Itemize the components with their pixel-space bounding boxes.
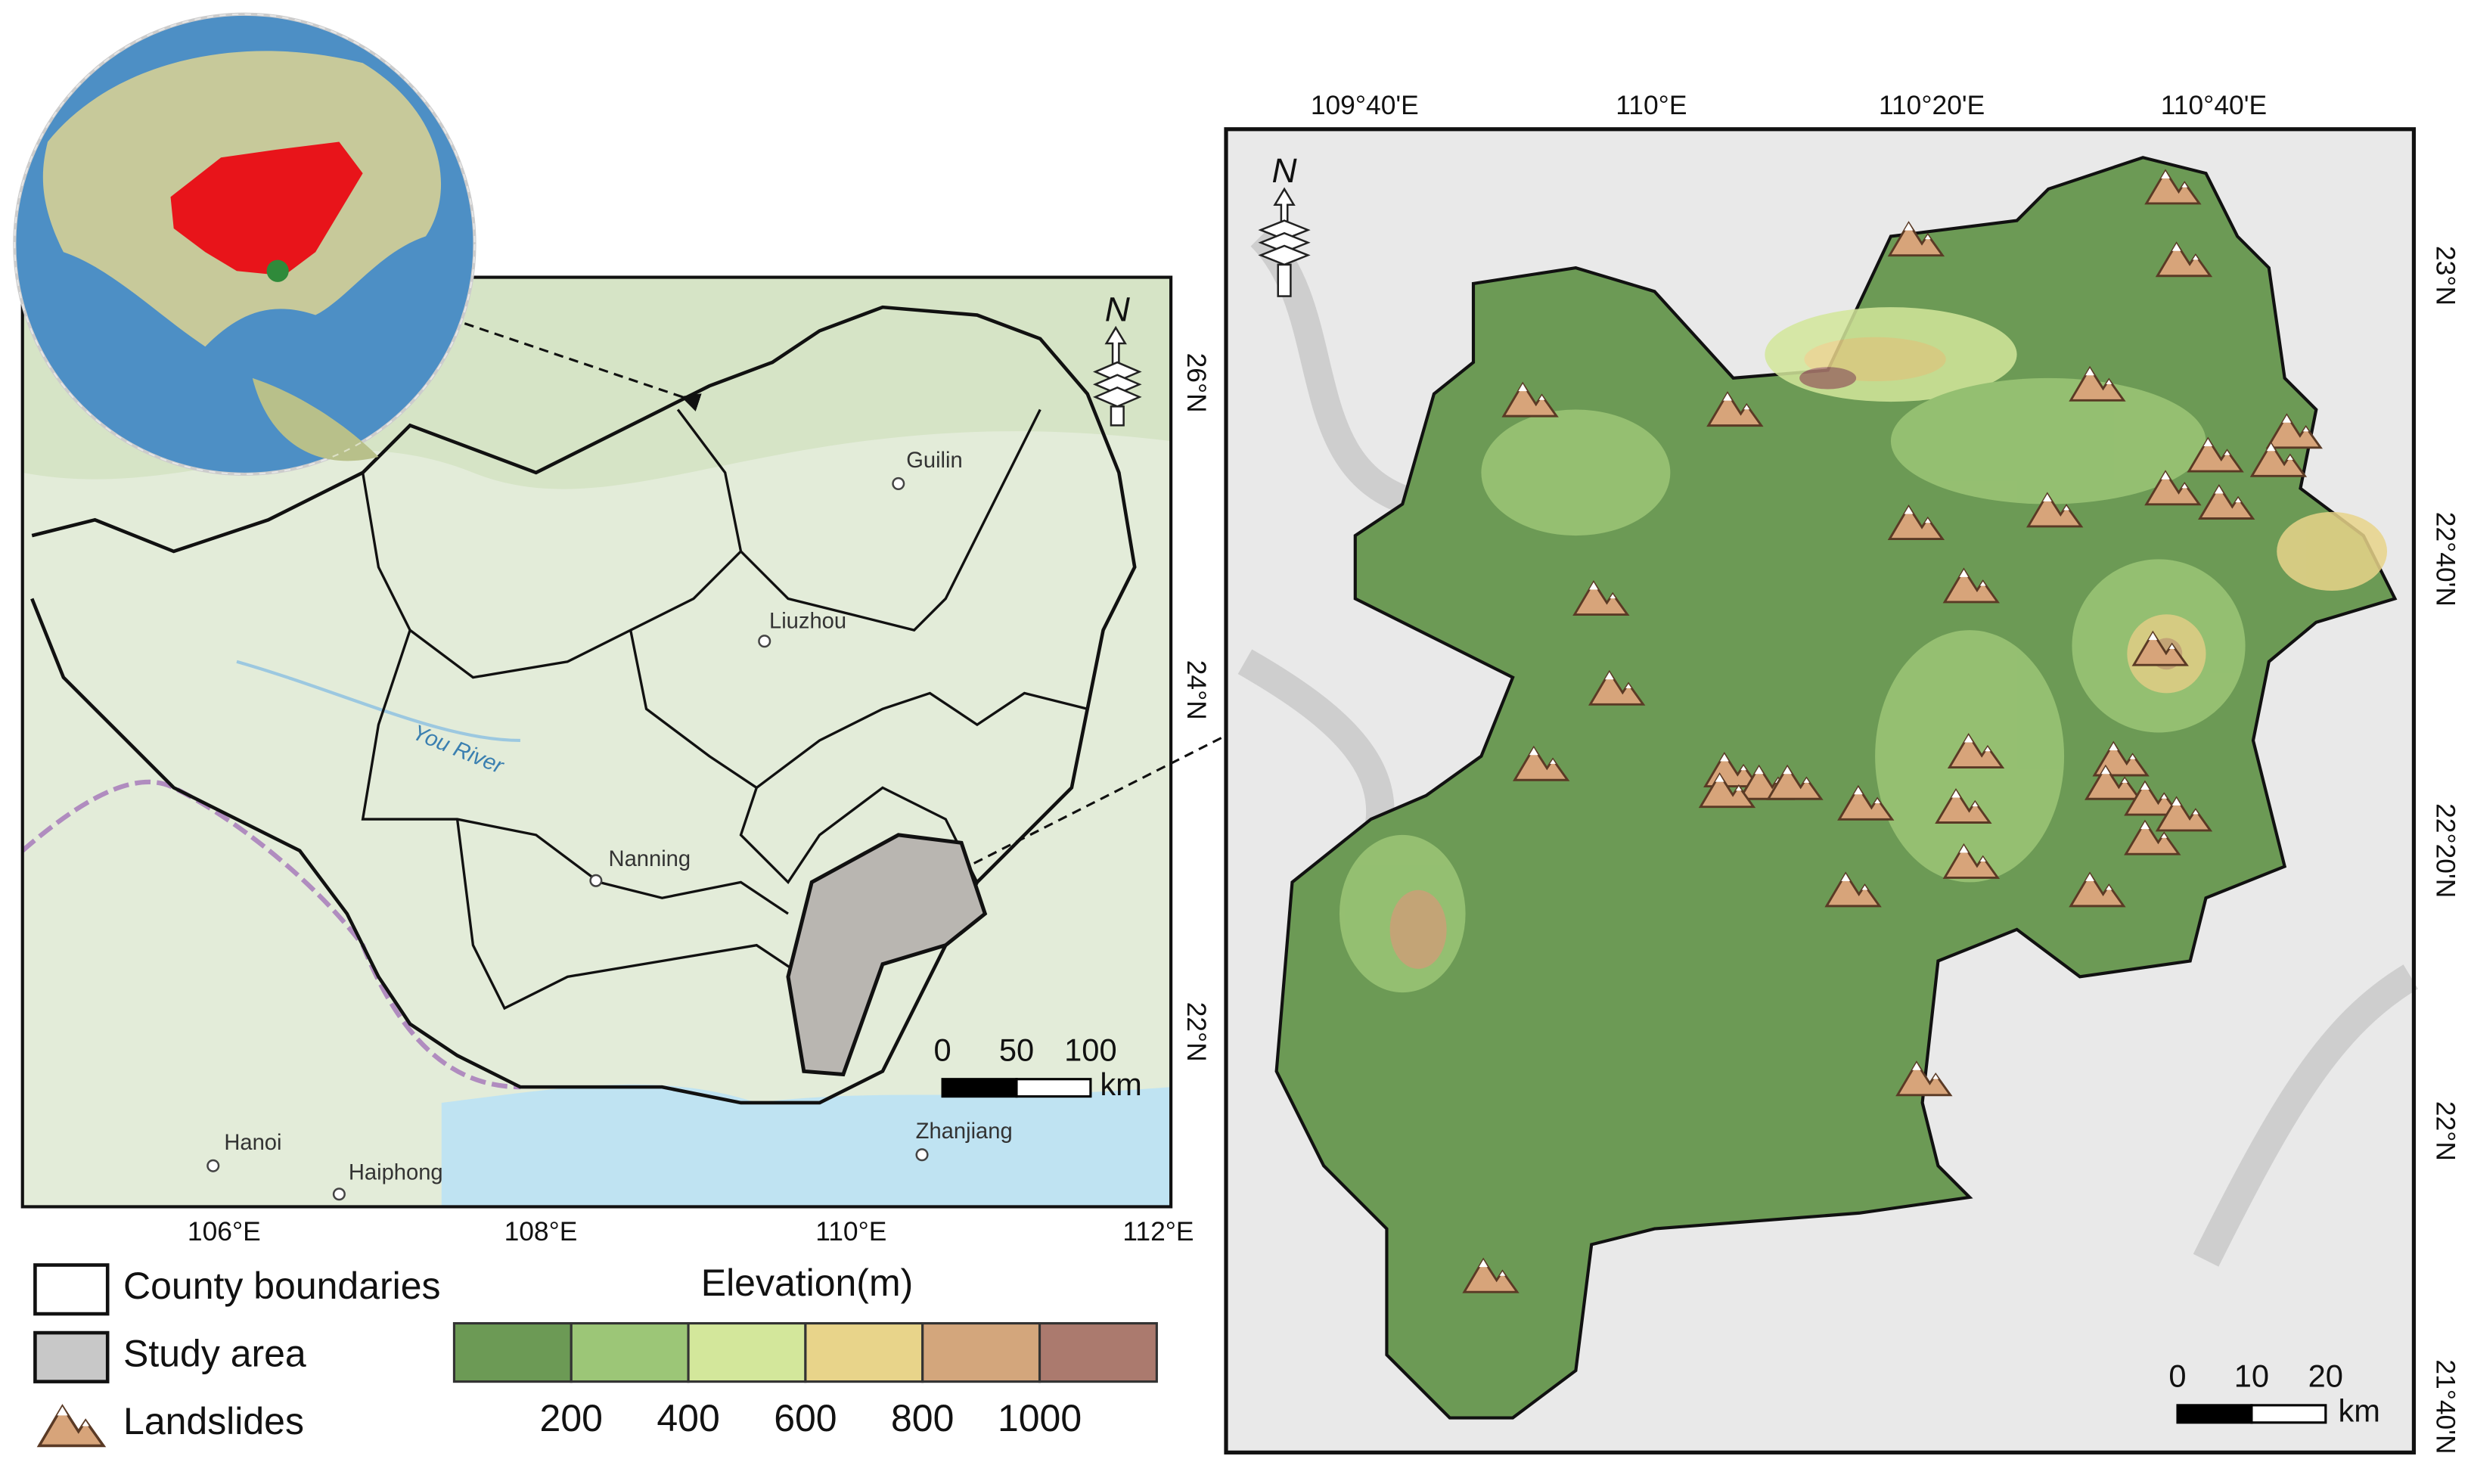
elevation-swatch — [452, 1321, 573, 1383]
place-label: Zhanjiang — [916, 1119, 1013, 1144]
study-area — [786, 833, 988, 1077]
elevation-label: 400 — [657, 1397, 719, 1439]
scale-tick-label: 10 — [2234, 1358, 2269, 1393]
left-map — [20, 266, 1420, 1209]
elevation-swatch — [921, 1321, 1041, 1383]
x-axis-label: 110°E — [815, 1216, 886, 1246]
legend: Elevation(m) — [33, 1262, 913, 1448]
x-axis-label: 106°E — [188, 1216, 261, 1246]
elevation-swatch — [804, 1321, 924, 1383]
globe — [13, 12, 477, 477]
y-axis-label: 26°N — [1181, 353, 1212, 413]
y-axis-label: 23°N — [2431, 246, 2461, 306]
legend-label: County boundaries — [123, 1265, 440, 1307]
scale-tick-label: 50 — [999, 1032, 1034, 1067]
y-axis-label: 24°N — [1181, 660, 1212, 720]
scale-tick-label: 100 — [1064, 1032, 1116, 1067]
place-label: Nanning — [609, 847, 691, 871]
elevation-title: Elevation(m) — [701, 1262, 913, 1304]
elevation-swatch — [1038, 1321, 1158, 1383]
elevation-label: 200 — [540, 1397, 603, 1439]
elevation-label: 1000 — [998, 1397, 1082, 1439]
y-axis-label: 22°N — [1181, 1002, 1212, 1062]
legend-label: Landslides — [123, 1400, 304, 1442]
x-axis-label: 108°E — [504, 1216, 578, 1246]
x-axis-label: 112°E — [1122, 1216, 1194, 1246]
north-label: N — [1105, 290, 1131, 329]
x-axis-label: 110°20'E — [1879, 90, 1985, 120]
x-axis-label: 109°40'E — [1311, 90, 1419, 120]
north-label: N — [1272, 151, 1298, 190]
right-map — [1224, 127, 2418, 1455]
scale-tick-label: 20 — [2308, 1358, 2343, 1393]
elevation-label: 800 — [891, 1397, 954, 1439]
x-axis-label: 110°40'E — [2161, 90, 2267, 120]
elevation-swatch — [687, 1321, 807, 1383]
place-label: Hanoi — [224, 1131, 281, 1155]
scale-tick-label: 0 — [934, 1032, 951, 1067]
elevation-swatch — [570, 1321, 690, 1383]
legend-label: Study area — [123, 1332, 306, 1374]
scale-unit: km — [2338, 1392, 2380, 1428]
scale-tick-label: 0 — [2168, 1358, 2186, 1393]
place-label: Liuzhou — [769, 609, 846, 633]
y-axis-label: 22°40'N — [2431, 512, 2461, 607]
y-axis-label: 22°20'N — [2431, 803, 2461, 898]
scale-unit: km — [1100, 1066, 1142, 1102]
place-label: Guilin — [906, 449, 963, 473]
place-label: Haiphong — [349, 1160, 443, 1184]
y-axis-label: 21°40'N — [2431, 1359, 2461, 1454]
y-axis-label: 22°N — [2431, 1101, 2461, 1161]
elevation-label: 600 — [774, 1397, 837, 1439]
x-axis-label: 110°E — [1616, 90, 1687, 120]
